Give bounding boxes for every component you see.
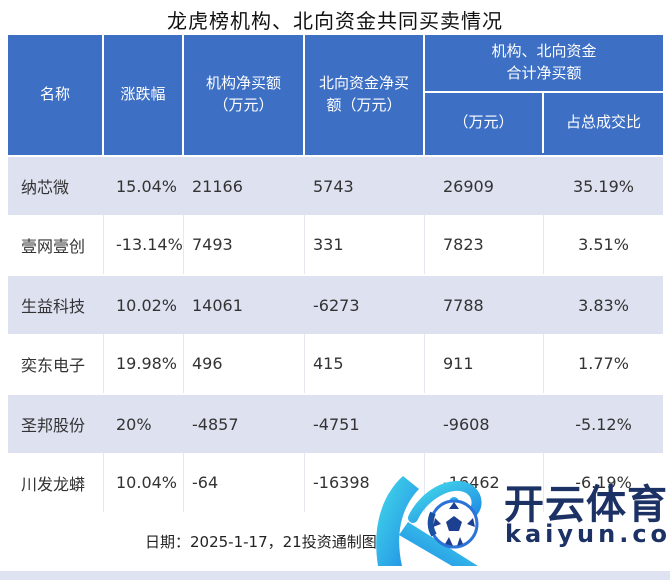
cell-institution-net-buy: 7493 [184,215,305,274]
cell-change-percent: 10.02% [116,295,178,315]
page-title: 龙虎榜机构、北向资金共同买卖情况 [167,9,503,33]
header-combined-title: 机构、北向资金 合计净买额 [425,35,663,93]
stocks-table: 名称 涨跌幅 机构净买额 （万元） 北向资金净买 额（万元） 机构、北向资金 合… [8,35,663,512]
header-institution-line1: 机构净买额 [205,74,281,93]
cell-change-percent: 19.98% [104,334,184,393]
cell-stock-name: 纳芯微 [21,178,70,197]
cell-stock-name: 圣邦股份 [21,416,86,435]
header-turnover-ratio: 占总成交比 [565,113,641,132]
cell-turnover-ratio: 1.77% [578,354,629,373]
table-row: 川发龙蟒 10.04% -64 -16398 -16462 -6.19% [8,453,663,512]
cell-combined-net-buy: 7823 [425,215,544,274]
cell-northbound-net-buy: -6273 [313,295,360,315]
header-northbound-line2: 额（万元） [326,96,402,114]
header-northbound-net-buy: 北向资金净买 额（万元） [305,35,425,155]
cell-combined-net-buy: 7788 [443,295,484,315]
cell-institution-net-buy: -4857 [192,414,239,434]
cell-northbound-net-buy: 5743 [313,176,354,196]
cell-turnover-ratio: -6.19% [575,473,632,492]
cell-stock-name: 川发龙蟒 [8,453,104,512]
table-row: 圣邦股份 20% -4857 -4751 -9608 -5.12% [8,393,663,453]
table-body: 纳芯微 15.04% 21166 5743 26909 35.19% 壹网壹创 … [8,155,663,512]
header-institution-net-buy: 机构净买额 （万元） [184,35,305,155]
cell-change-percent: -13.14% [104,215,184,274]
table-row: 奕东电子 19.98% 496 415 911 1.77% [8,334,663,393]
cell-northbound-net-buy: -16398 [305,453,425,512]
cell-turnover-ratio: 3.51% [578,235,629,254]
table-row: 纳芯微 15.04% 21166 5743 26909 35.19% [8,155,663,215]
table-header: 名称 涨跌幅 机构净买额 （万元） 北向资金净买 额（万元） 机构、北向资金 合… [8,35,663,155]
footer-note: 日期：2025-1-17，21投资通制图 [8,512,663,570]
cell-change-percent: 15.04% [116,176,178,196]
cell-turnover-ratio: 3.83% [578,295,629,315]
header-institution-line2: （万元） [213,96,274,114]
cell-stock-name: 奕东电子 [8,334,104,393]
cell-stock-name: 生益科技 [21,297,86,316]
bottom-strip [0,571,670,580]
cell-stock-name: 壹网壹创 [8,215,104,274]
header-combined-line2: 合计净买额 [506,64,582,82]
cell-change-percent: 10.04% [104,453,184,512]
table-row: 生益科技 10.02% 14061 -6273 7788 3.83% [8,274,663,334]
cell-combined-net-buy: -16462 [425,453,544,512]
cell-northbound-net-buy: -4751 [313,414,360,434]
cell-change-percent: 20% [116,414,152,434]
header-combined-amount: （万元） [425,93,544,153]
header-northbound-line1: 北向资金净买 [318,74,409,93]
header-combined-subcolumns: （万元） 占总成交比 [425,93,663,153]
header-combined-group: 机构、北向资金 合计净买额 （万元） 占总成交比 [425,35,663,155]
table-row: 壹网壹创 -13.14% 7493 331 7823 3.51% [8,215,663,274]
cell-combined-net-buy: 26909 [443,176,494,196]
header-change: 涨跌幅 [104,35,184,155]
cell-institution-net-buy: 496 [184,334,305,393]
cell-institution-net-buy: -64 [184,453,305,512]
header-combined-line1: 机构、北向资金 [491,42,597,61]
cell-northbound-net-buy: 331 [305,215,425,274]
cell-turnover-ratio: -5.12% [575,414,632,434]
cell-turnover-ratio: 35.19% [572,176,634,196]
cell-northbound-net-buy: 415 [305,334,425,393]
cell-institution-net-buy: 21166 [192,176,243,196]
header-name: 名称 [8,35,104,155]
cell-institution-net-buy: 14061 [192,295,243,315]
cell-combined-net-buy: -9608 [443,414,490,434]
cell-combined-net-buy: 911 [425,334,544,393]
